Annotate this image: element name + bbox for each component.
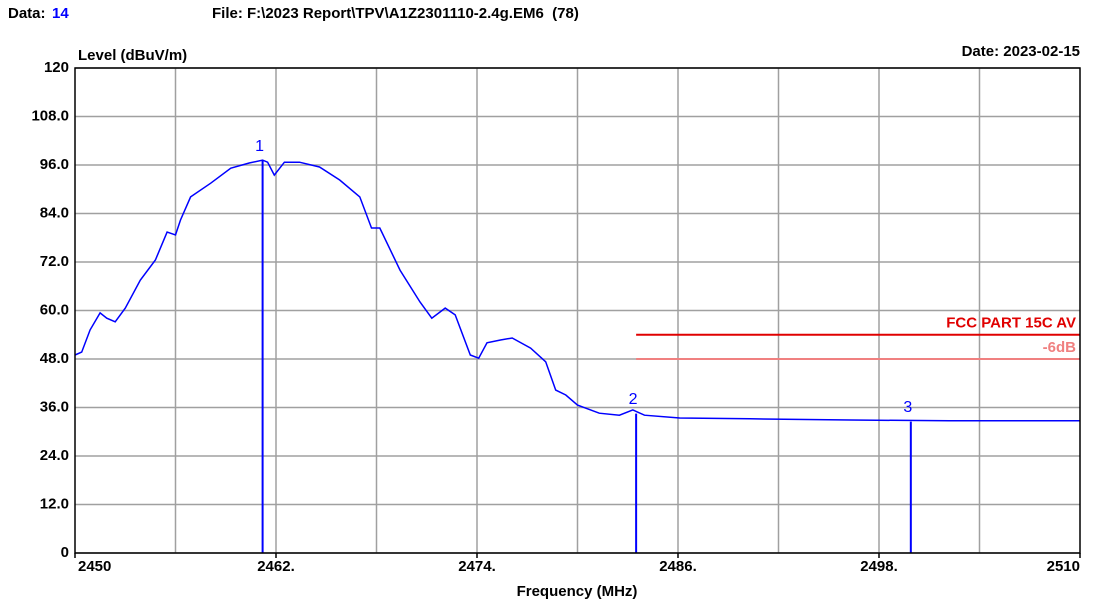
y-tick-label: 84.0 <box>40 204 69 221</box>
x-tick-label: 2450 <box>78 558 111 575</box>
y-tick-label: 12.0 <box>40 495 69 512</box>
marker-label: 1 <box>255 138 264 155</box>
data-label: Data: <box>8 5 46 22</box>
y-tick-label: 108.0 <box>31 107 69 124</box>
limit-label: FCC PART 15C AV <box>946 315 1076 332</box>
marker-label: 2 <box>629 391 638 408</box>
x-tick-label: 2510 <box>1047 558 1080 575</box>
y-tick-label: 48.0 <box>40 350 69 367</box>
y-tick-label: 0 <box>61 544 69 561</box>
marker-label: 3 <box>903 399 912 416</box>
trace <box>74 159 1080 422</box>
file-label: File: F:\2023 Report\TPV\A1Z2301110-2.4g… <box>212 5 579 22</box>
y-tick-label: 96.0 <box>40 156 69 173</box>
y-tick-label: 60.0 <box>40 301 69 318</box>
x-tick-label: 2498. <box>860 558 898 575</box>
x-tick-label: 2474. <box>458 558 496 575</box>
y-tick-label: 36.0 <box>40 398 69 415</box>
y-axis-label: Level (dBuV/m) <box>78 47 187 64</box>
x-tick-label: 2462. <box>257 558 295 575</box>
y-tick-label: 120 <box>44 59 69 76</box>
data-value: 14 <box>52 5 69 22</box>
y-tick-label: 24.0 <box>40 447 69 464</box>
x-tick-label: 2486. <box>659 558 697 575</box>
y-tick-label: 72.0 <box>40 253 69 270</box>
plot-border <box>74 67 1081 554</box>
x-axis-label: Frequency (MHz) <box>517 583 638 600</box>
date-label: Date: 2023-02-15 <box>962 43 1080 60</box>
limit-label: -6dB <box>1043 339 1077 356</box>
